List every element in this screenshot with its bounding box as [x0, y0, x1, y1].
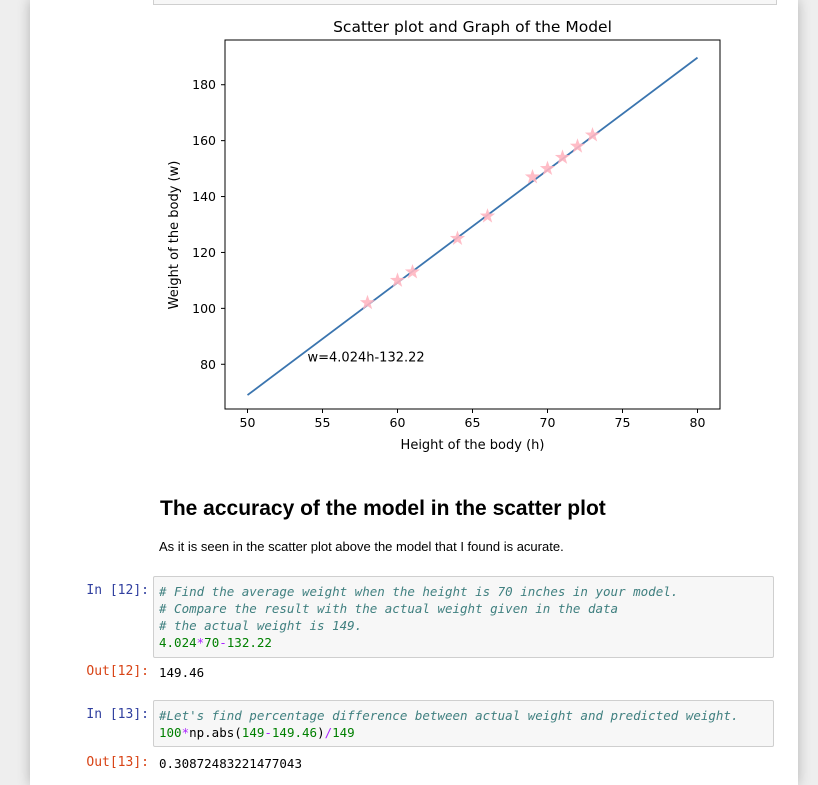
model-equation-annotation: w=4.024h-132.22 — [308, 350, 425, 365]
y-tick-label: 80 — [200, 357, 216, 372]
code-operator: / — [324, 725, 333, 740]
x-tick-label: 60 — [390, 415, 406, 430]
code-number: 149 — [332, 725, 355, 740]
code-number: 149 — [241, 725, 265, 740]
chart-title: Scatter plot and Graph of the Model — [333, 18, 612, 36]
x-tick-label: 50 — [240, 415, 256, 430]
scatter-point — [359, 294, 376, 310]
scatter-point — [554, 149, 571, 164]
code-number: 100 — [159, 725, 182, 740]
code-number: 132.22 — [226, 635, 272, 650]
scatter-point — [479, 208, 496, 223]
scatter-chart: Scatter plot and Graph of the Model 50 55… — [150, 10, 750, 470]
out-prompt-12: Out[12]: — [86, 664, 149, 679]
y-tick-label: 160 — [192, 133, 216, 148]
in-prompt-13: In [13]: — [86, 707, 149, 722]
x-tick-label: 75 — [615, 415, 631, 430]
code-number: 70 — [204, 635, 220, 650]
markdown-heading: The accuracy of the model in the scatter… — [160, 497, 606, 520]
in-prompt-12: In [12]: — [86, 583, 149, 598]
code-comment-line: # Find the average weight when the heigh… — [159, 584, 679, 599]
y-axis-label: Weight of the body (w) — [167, 161, 182, 310]
scatter-point — [524, 168, 541, 184]
scatter-point — [569, 138, 586, 153]
x-tick-label: 55 — [315, 415, 331, 430]
code-comment-line: #Let's find percentage difference betwee… — [159, 708, 739, 723]
y-tick-label: 180 — [192, 77, 216, 92]
scatter-point — [449, 230, 466, 245]
scatter-point — [539, 160, 556, 176]
chart-marks: 50 55 60 65 70 75 80 80 100 120 140 160 180 — [192, 56, 706, 430]
code-paren: ) — [317, 725, 325, 740]
scatter-point — [584, 127, 601, 142]
code-number: 4.024 — [159, 635, 197, 650]
model-regression-line — [246, 56, 699, 396]
y-tick-label: 100 — [192, 301, 216, 316]
x-axis-label: Height of the body (h) — [401, 438, 545, 453]
chart-svg: Scatter plot and Graph of the Model 50 55… — [167, 18, 721, 453]
code-expression-line: 4.024*70-132.22 — [159, 634, 768, 651]
code-comment-line: # Compare the result with the actual wei… — [159, 601, 619, 616]
code-comment-line: # the actual weight is 149. — [159, 618, 363, 633]
code-cell-13-input[interactable]: #Let's find percentage difference betwee… — [153, 700, 774, 747]
scatter-point — [404, 264, 421, 279]
y-tick-label: 120 — [192, 245, 216, 260]
code-cell-12-input[interactable]: # Find the average weight when the heigh… — [153, 576, 774, 658]
markdown-paragraph: As it is seen in the scatter plot above … — [159, 539, 564, 554]
cell-12-output: 149.46 — [159, 665, 205, 680]
code-function: np.abs( — [189, 725, 242, 740]
x-tick-label: 80 — [690, 415, 706, 430]
code-expression-line: 100*np.abs(149-149.46)/149 — [159, 724, 768, 741]
code-number: 149.46 — [271, 725, 318, 740]
code-operator: - — [264, 725, 272, 740]
x-tick-label: 70 — [540, 415, 556, 430]
x-tick-label: 65 — [465, 415, 481, 430]
cell-13-output: 0.30872483221477043 — [159, 756, 302, 771]
out-prompt-13: Out[13]: — [86, 755, 149, 770]
code-operator: - — [219, 635, 227, 650]
y-tick-label: 140 — [192, 189, 216, 204]
scatter-point — [389, 272, 406, 287]
code-operator: * — [181, 725, 190, 740]
previous-cell-edge — [153, 0, 777, 5]
code-operator: * — [196, 635, 205, 650]
